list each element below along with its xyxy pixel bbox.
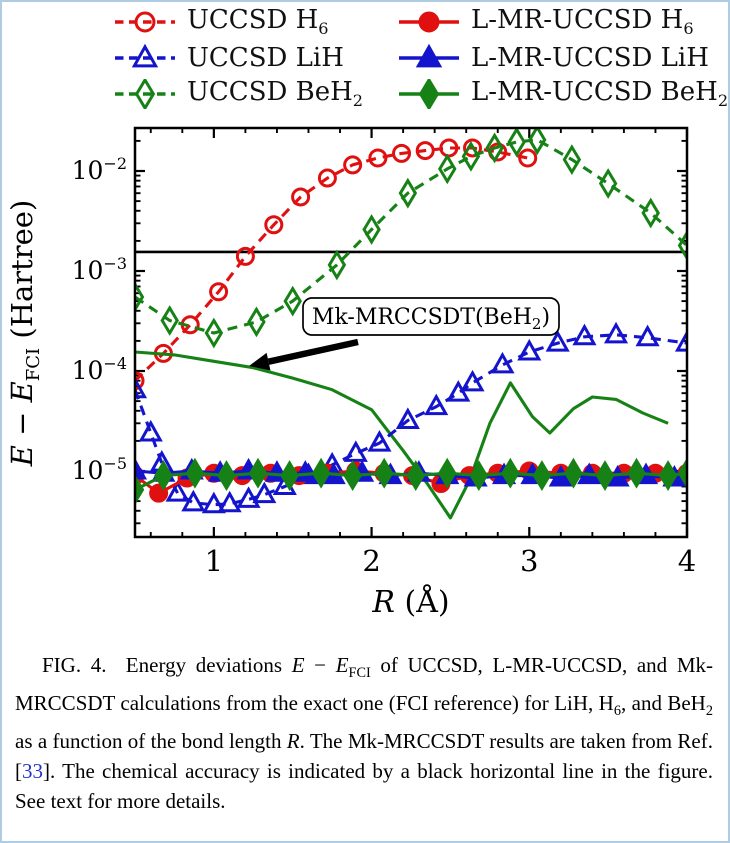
svg-text:3: 3 [520, 544, 538, 578]
triangle-filled-marker-icon [399, 43, 459, 68]
circle-open-marker-icon [115, 11, 175, 33]
triangle-open-marker-icon [115, 43, 175, 68]
y-axis-label: E − EFCI (Hartree) [5, 200, 44, 468]
legend-item: L-MR-UCCSD H6 [398, 4, 728, 40]
svg-text:10−4: 10−4 [72, 354, 127, 385]
series-uccsd-lih [135, 321, 687, 514]
svg-text:10−2: 10−2 [72, 154, 127, 185]
svg-text:10−5: 10−5 [72, 454, 127, 485]
svg-text:Mk-MRCCSDT(BeH2): Mk-MRCCSDT(BeH2) [312, 305, 550, 333]
caption-text: FIG. 4. [42, 653, 107, 677]
series-uccsd-h6 [135, 138, 538, 391]
legend-label: UCCSD LiH [187, 43, 344, 73]
legend-item: L-MR-UCCSD LiH [398, 40, 728, 76]
annotation-mk-mrccsdt: Mk-MRCCSDT(BeH2) [249, 297, 560, 371]
legend-label: L-MR-UCCSD H6 [471, 5, 694, 39]
chart-legend: UCCSD H6 UCCSD LiH UCCSD BeH2 L-MR-UCCSD H6… [2, 4, 728, 116]
circle-filled-marker-icon [399, 11, 459, 33]
caption-text: − [304, 653, 336, 677]
legend-item: UCCSD H6 [114, 4, 363, 40]
diamond-open-marker-icon [115, 79, 175, 109]
legend-item: UCCSD BeH2 [114, 76, 363, 112]
series-mk-mrccsdt-beh2 [135, 350, 669, 520]
caption-text: E [335, 653, 349, 677]
caption-text: FCI [348, 665, 371, 682]
plot-frame [133, 126, 689, 539]
figure-caption: FIG. 4. Energy deviations E − EFCI of UC… [15, 650, 713, 816]
series-uccsd-beh2 [135, 128, 687, 349]
caption-text: E [291, 653, 305, 677]
series-l-mr-uccsd-lih [135, 457, 687, 487]
legend-label: L-MR-UCCSD LiH [471, 43, 709, 73]
legend-item: L-MR-UCCSD BeH2 [398, 76, 728, 112]
legend-label: L-MR-UCCSD BeH2 [471, 77, 729, 111]
legend-label: UCCSD BeH2 [187, 77, 364, 111]
citation-ref-33[interactable]: 33 [22, 759, 43, 784]
svg-text:10−3: 10−3 [72, 254, 127, 285]
legend-column-1: UCCSD H6 UCCSD LiH UCCSD BeH2 [114, 4, 363, 112]
series-l-mr-uccsd-beh2 [135, 457, 687, 506]
diamond-filled-marker-icon [399, 79, 459, 109]
caption-text: 6 [613, 703, 621, 720]
caption-text: 2 [705, 703, 713, 720]
caption-text: Energy deviations [106, 653, 292, 677]
x-axis-label: R (Å) [371, 584, 449, 620]
svg-text:2: 2 [362, 544, 380, 578]
caption-text: ]. The chemical accuracy is indicated by… [15, 759, 713, 814]
caption-text: R [286, 729, 300, 754]
svg-text:4: 4 [678, 544, 696, 578]
legend-label: UCCSD H6 [187, 5, 329, 39]
legend-column-2: L-MR-UCCSD H6 L-MR-UCCSD LiH L-MR-UCCSD Be… [398, 4, 728, 112]
series-l-mr-uccsd-h6 [135, 461, 687, 503]
series-group [135, 128, 687, 520]
axis-ticks [135, 128, 689, 537]
caption-text: of UCCSD, L-MR-UCCSD, and Mk-MRCCSDT cal… [15, 653, 714, 716]
caption-text: . The Mk-MRCCSDT results are taken from … [15, 729, 713, 784]
svg-text:1: 1 [205, 544, 223, 578]
legend-item: UCCSD LiH [114, 40, 363, 76]
caption-text: , and BeH [620, 691, 706, 716]
caption-text: as a function of the bond length [15, 729, 287, 754]
axis-tick-labels: 1 2 3 4 10−2 10−3 10−4 10−5 [72, 154, 697, 578]
